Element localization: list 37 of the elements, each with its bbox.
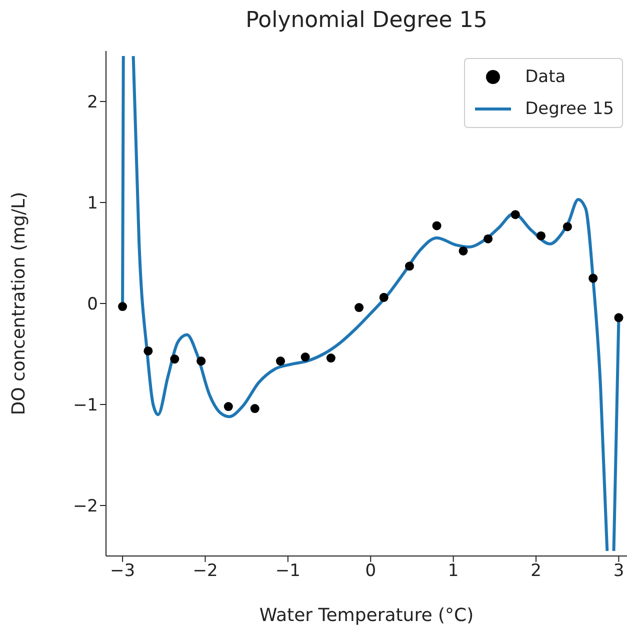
- legend-label: Data: [525, 66, 566, 89]
- point: [536, 231, 546, 240]
- point: [196, 356, 206, 366]
- y-tick-label: 1: [87, 194, 98, 214]
- point: [276, 356, 286, 366]
- y-tick-label: −1: [72, 396, 98, 416]
- y-tick-label: 2: [87, 92, 98, 113]
- point: [510, 210, 520, 220]
- point: [224, 402, 233, 412]
- legend-label: Degree 15: [525, 98, 614, 121]
- x-tick-label: 3: [613, 561, 624, 582]
- point: [404, 262, 414, 271]
- x-tick-label: 0: [365, 561, 376, 582]
- x-tick-label: −3: [110, 561, 136, 582]
- x-tick-label: 1: [448, 561, 459, 582]
- x-tick-label: −2: [192, 561, 218, 582]
- point: [354, 303, 364, 312]
- point: [484, 234, 493, 244]
- point: [614, 313, 624, 322]
- point: [144, 346, 153, 356]
- point: [432, 221, 442, 230]
- point: [588, 274, 598, 283]
- x-axis-title: Water Temperature (°C): [259, 605, 474, 625]
- point: [326, 354, 336, 363]
- point: [250, 404, 260, 414]
- x-tick-label: 2: [530, 561, 542, 582]
- point: [562, 222, 572, 232]
- y-axis-title: DO concentration (mg/L): [8, 192, 30, 416]
- x-tick-label: −1: [275, 561, 300, 582]
- point: [118, 302, 128, 312]
- point: [458, 246, 468, 256]
- y-tick-label: 0: [87, 294, 98, 315]
- point: [170, 354, 180, 364]
- point: [379, 292, 388, 302]
- point: [300, 352, 310, 362]
- y-tick-label: −2: [72, 496, 98, 517]
- chart-title: Polynomial Degree 15: [244, 8, 488, 33]
